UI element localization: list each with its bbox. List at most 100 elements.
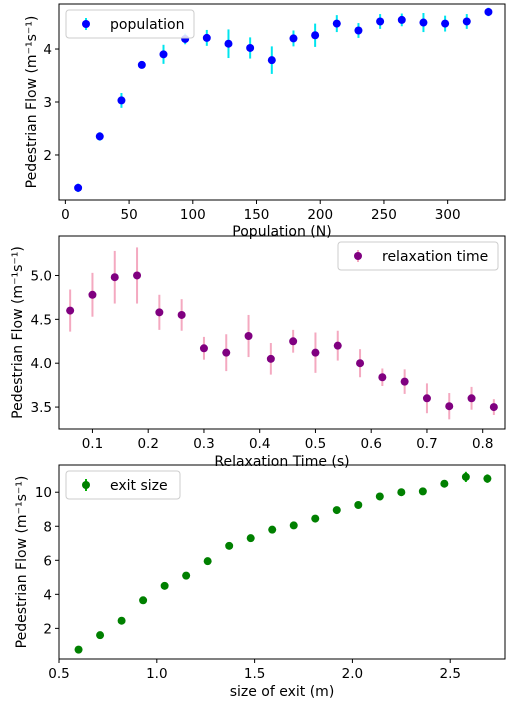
x-tick-label: 150: [244, 207, 270, 223]
data-point: [199, 344, 208, 353]
data-point: [137, 60, 146, 69]
data-point: [160, 581, 169, 590]
data-point: [441, 19, 450, 28]
data-point: [419, 18, 428, 27]
subplot-1: 0 50 100 150 200 250 300 2 3 4 Population (N) Pedes…: [24, 3, 506, 240]
data-point: [354, 26, 363, 35]
y-tick-label: 8: [43, 519, 52, 535]
data-point: [225, 541, 234, 550]
x-tick-label: 0.8: [472, 436, 493, 452]
data-point: [378, 373, 387, 382]
subplot-3: 0.5 1.0 1.5 2.0 2.5 2 4 6 8 10 size of exit (m) Ped…: [14, 464, 506, 700]
y-axis-label: Pedestrian Flow (m⁻¹s⁻¹): [14, 476, 30, 649]
data-point: [397, 488, 406, 497]
data-point: [88, 290, 97, 299]
data-point: [117, 96, 126, 105]
data-point: [202, 33, 211, 42]
data-point: [483, 474, 492, 483]
data-point: [246, 43, 255, 52]
data-point: [354, 500, 363, 509]
data-point: [267, 56, 276, 65]
data-point: [289, 337, 298, 346]
y-tick-label: 5.0: [31, 268, 52, 284]
x-axis-label: Population (N): [232, 224, 331, 240]
x-tick-label: 2.5: [439, 666, 460, 682]
data-point: [332, 19, 341, 28]
x-tick-label: 0.2: [137, 436, 158, 452]
data-point: [422, 394, 431, 403]
axes-frame: [58, 464, 506, 660]
data-point: [96, 631, 105, 640]
legend-box: [65, 470, 181, 500]
data-point: [246, 534, 255, 543]
legend-marker: [82, 481, 90, 489]
data-point: [74, 645, 83, 654]
x-tick-label: 0.3: [193, 436, 214, 452]
data-point: [244, 332, 253, 341]
data-point: [440, 479, 449, 488]
y-tick-label: 6: [43, 553, 52, 569]
data-point: [461, 472, 470, 481]
x-tick-label: 2.0: [342, 666, 363, 682]
x-tick-label: 0.6: [360, 436, 381, 452]
data-point: [376, 17, 385, 26]
y-tick-label: 3.5: [31, 400, 52, 416]
x-axis-label: Relaxation Time (s): [214, 454, 349, 470]
x-tick-label: 200: [307, 207, 333, 223]
data-point: [397, 15, 406, 24]
data-point: [66, 306, 75, 315]
data-point: [311, 348, 320, 357]
data-point: [117, 616, 126, 625]
x-tick-label: 0.5: [305, 436, 326, 452]
data-point: [268, 525, 277, 534]
legend: relaxation time: [337, 241, 499, 271]
x-tick-label: 100: [180, 207, 206, 223]
legend-label: relaxation time: [382, 249, 488, 265]
y-tick-label: 4.0: [31, 356, 52, 372]
x-tick-label: 0.5: [48, 666, 69, 682]
legend-marker: [82, 20, 90, 28]
y-tick-label: 2: [43, 621, 52, 637]
y-axis-label: Pedestrian Flow (m⁻¹s⁻¹): [10, 246, 26, 419]
data-point: [400, 377, 409, 386]
data-point: [95, 132, 104, 141]
data-point: [110, 273, 119, 282]
data-point: [462, 17, 471, 26]
y-tick-label: 4: [43, 587, 52, 603]
data-point: [375, 492, 384, 501]
data-point: [177, 310, 186, 319]
data-point: [203, 557, 212, 566]
x-tick-label: 0.1: [82, 436, 103, 452]
y-tick-label: 2: [43, 148, 52, 164]
data-point: [266, 354, 275, 363]
data-point: [489, 403, 498, 412]
data-point: [74, 183, 83, 192]
x-tick-label: 0: [61, 207, 70, 223]
x-tick-label: 50: [120, 207, 137, 223]
data-point: [155, 308, 164, 317]
x-tick-label: 250: [371, 207, 397, 223]
x-tick-label: 0.4: [249, 436, 270, 452]
data-point: [311, 514, 320, 523]
data-point: [289, 521, 298, 530]
x-tick-label: 1.5: [244, 666, 265, 682]
data-point: [311, 31, 320, 40]
y-tick-label: 3: [43, 95, 52, 111]
data-point: [159, 50, 168, 59]
y-tick-label: 10: [35, 485, 52, 501]
data-point: [445, 402, 454, 411]
data-point: [182, 571, 191, 580]
legend-box: [65, 9, 195, 39]
subplot-2: 0.1 0.2 0.3 0.4 0.5 0.6 0.7 0.8 3.5 4.0 4.5 5.0 Rela…: [10, 235, 506, 470]
x-tick-label: 300: [435, 207, 461, 223]
data-point: [133, 271, 142, 280]
y-tick-label: 4.5: [31, 312, 52, 328]
data-point: [139, 596, 148, 605]
y-tick-label: 4: [43, 42, 52, 58]
data-point: [484, 7, 493, 16]
data-point: [418, 487, 427, 496]
data-point: [467, 394, 476, 403]
y-axis-label: Pedestrian Flow (m⁻¹s⁻¹): [24, 16, 40, 189]
legend-box: [337, 241, 499, 271]
